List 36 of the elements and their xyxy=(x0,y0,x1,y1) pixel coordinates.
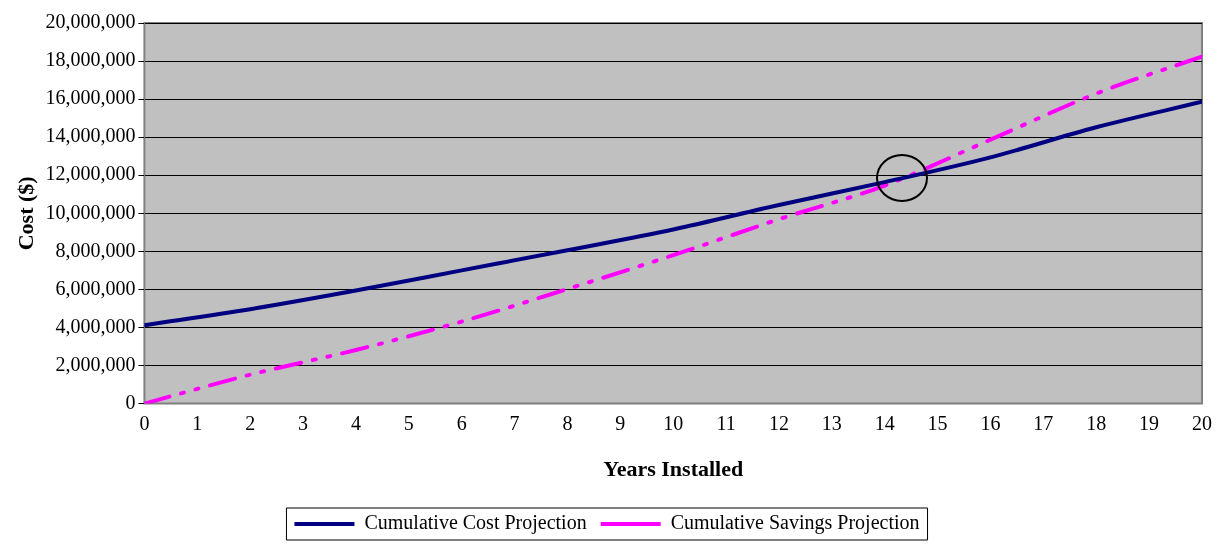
x-tick-label: 8 xyxy=(562,411,573,434)
x-tick-label: 4 xyxy=(350,411,361,434)
x-tick-label: 19 xyxy=(1139,411,1160,434)
x-tick-label: 15 xyxy=(927,411,948,434)
x-tick-label: 10 xyxy=(663,411,684,434)
y-axis-title: Cost ($) xyxy=(12,176,38,251)
x-axis-title: Years Installed xyxy=(603,456,744,482)
y-tick-label: 0 xyxy=(125,390,136,413)
x-tick-label: 7 xyxy=(509,411,520,434)
x-tick-label: 17 xyxy=(1033,411,1054,434)
x-tick-label: 13 xyxy=(821,411,842,434)
y-tick-label: 20,000,000 xyxy=(45,10,136,33)
legend-label: Cumulative Cost Projection xyxy=(364,511,587,535)
legend-label: Cumulative Savings Projection xyxy=(670,511,920,535)
x-tick-label: 1 xyxy=(192,411,203,434)
x-tick-label: 16 xyxy=(980,411,1001,434)
x-tick-label: 11 xyxy=(716,411,736,434)
x-tick-label: 2 xyxy=(245,411,256,434)
y-tick-label: 16,000,000 xyxy=(45,86,136,109)
x-tick-label: 20 xyxy=(1192,411,1212,434)
x-tick-label: 18 xyxy=(1086,411,1107,434)
y-tick-label: 14,000,000 xyxy=(45,124,136,147)
x-tick-label: 6 xyxy=(456,411,467,434)
x-tick-label: 3 xyxy=(298,411,309,434)
x-tick-label: 5 xyxy=(403,411,414,434)
x-tick-label: 9 xyxy=(615,411,626,434)
x-tick-label: 14 xyxy=(874,411,895,434)
y-tick-label: 4,000,000 xyxy=(55,314,136,337)
y-tick-label: 12,000,000 xyxy=(45,162,136,185)
x-tick-label: 0 xyxy=(139,411,150,434)
y-tick-label: 8,000,000 xyxy=(55,238,136,261)
y-tick-label: 18,000,000 xyxy=(45,48,136,71)
y-tick-label: 6,000,000 xyxy=(55,276,136,299)
x-tick-label: 12 xyxy=(768,411,789,434)
y-tick-label: 2,000,000 xyxy=(55,352,136,375)
y-tick-label: 10,000,000 xyxy=(45,200,136,223)
